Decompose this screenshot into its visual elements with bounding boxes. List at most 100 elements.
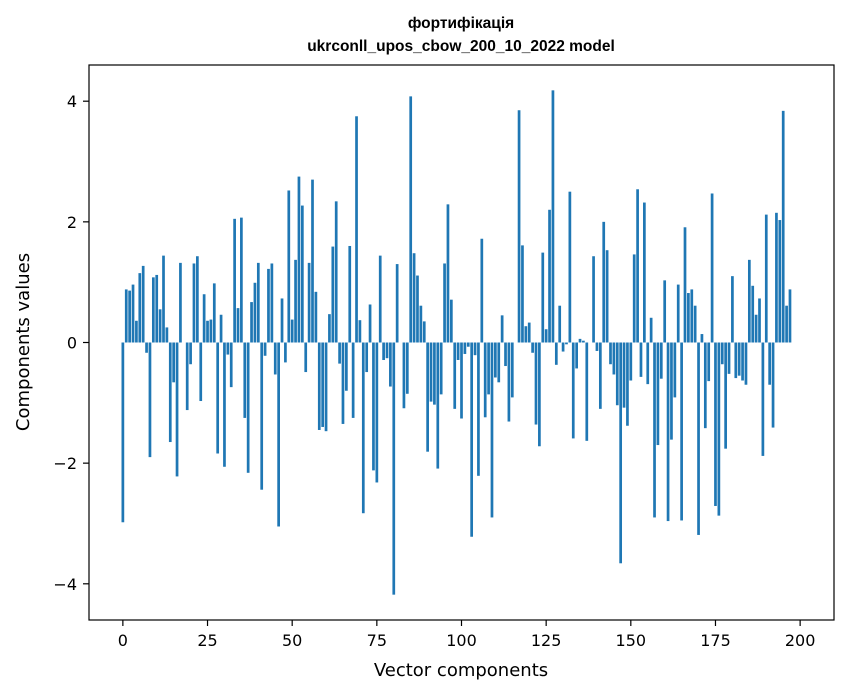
bar-34 bbox=[236, 308, 240, 343]
bar-1 bbox=[124, 289, 128, 343]
bar-17 bbox=[179, 262, 182, 343]
bar-172 bbox=[703, 342, 707, 429]
bar-59 bbox=[321, 342, 325, 427]
bar-119 bbox=[524, 326, 528, 343]
bar-63 bbox=[334, 201, 338, 343]
bar-155 bbox=[646, 342, 650, 385]
bar-22 bbox=[196, 256, 199, 343]
bar-117 bbox=[517, 110, 521, 343]
x-axis-label: Vector components bbox=[374, 660, 548, 681]
bar-11 bbox=[158, 309, 162, 343]
bar-20 bbox=[189, 342, 192, 365]
bar-51 bbox=[294, 259, 297, 343]
y-axis-label: Components values bbox=[13, 253, 34, 431]
bar-122 bbox=[534, 342, 538, 425]
bar-174 bbox=[710, 193, 714, 343]
bar-60 bbox=[324, 342, 328, 432]
bar-49 bbox=[287, 190, 291, 343]
bar-123 bbox=[538, 342, 541, 447]
bar-3 bbox=[131, 284, 135, 343]
bar-75 bbox=[375, 342, 379, 483]
bar-108 bbox=[487, 342, 490, 395]
y-tick-label: −2 bbox=[53, 454, 77, 473]
bar-186 bbox=[751, 285, 755, 343]
bar-97 bbox=[449, 299, 453, 343]
bar-19 bbox=[185, 342, 189, 411]
bar-12 bbox=[162, 255, 165, 343]
bar-151 bbox=[632, 254, 636, 343]
bar-61 bbox=[328, 314, 331, 343]
bar-159 bbox=[659, 342, 663, 379]
bar-113 bbox=[504, 342, 507, 367]
bar-168 bbox=[690, 289, 694, 343]
bar-85 bbox=[409, 96, 413, 343]
bar-126 bbox=[548, 209, 551, 343]
bar-164 bbox=[676, 284, 680, 343]
bar-111 bbox=[497, 342, 501, 383]
bar-110 bbox=[494, 342, 497, 378]
bar-165 bbox=[680, 342, 683, 521]
bar-120 bbox=[527, 322, 531, 343]
bar-38 bbox=[250, 302, 253, 343]
bar-171 bbox=[700, 334, 704, 343]
bar-69 bbox=[355, 116, 358, 343]
bar-25 bbox=[206, 320, 209, 343]
bar-43 bbox=[267, 268, 270, 343]
bar-41 bbox=[260, 342, 264, 490]
bar-162 bbox=[670, 342, 673, 440]
bar-192 bbox=[771, 342, 775, 428]
bar-0 bbox=[121, 342, 125, 523]
bar-124 bbox=[541, 252, 545, 343]
bar-149 bbox=[626, 342, 629, 426]
bar-35 bbox=[240, 217, 243, 343]
bar-90 bbox=[426, 342, 429, 452]
bar-187 bbox=[754, 314, 758, 343]
bar-147 bbox=[619, 342, 623, 564]
bar-74 bbox=[372, 342, 375, 471]
bar-189 bbox=[761, 342, 765, 456]
bar-54 bbox=[304, 342, 308, 373]
bar-157 bbox=[653, 342, 656, 518]
bar-140 bbox=[595, 342, 599, 351]
bar-52 bbox=[297, 176, 301, 343]
x-tick-label: 125 bbox=[531, 631, 562, 650]
bar-36 bbox=[243, 342, 247, 418]
bar-185 bbox=[747, 259, 751, 343]
bar-40 bbox=[256, 262, 260, 343]
bar-62 bbox=[331, 246, 335, 343]
bar-8 bbox=[148, 342, 152, 458]
bar-133 bbox=[571, 342, 575, 439]
bar-190 bbox=[764, 214, 768, 343]
bar-104 bbox=[473, 342, 477, 356]
bar-121 bbox=[531, 342, 534, 353]
bar-105 bbox=[477, 342, 480, 476]
bar-96 bbox=[446, 204, 450, 343]
bar-169 bbox=[693, 305, 697, 343]
bar-161 bbox=[666, 342, 670, 522]
bar-103 bbox=[470, 342, 474, 537]
bar-89 bbox=[422, 321, 426, 343]
bar-37 bbox=[246, 342, 250, 473]
bar-182 bbox=[737, 342, 741, 376]
bar-55 bbox=[307, 262, 311, 343]
y-tick-label: −4 bbox=[53, 575, 77, 594]
bar-178 bbox=[724, 342, 727, 449]
x-axis: 0 25 50 75 100 125 150 175 200 bbox=[118, 620, 815, 650]
bar-173 bbox=[707, 342, 711, 382]
bar-24 bbox=[202, 294, 206, 343]
bar-53 bbox=[300, 205, 304, 343]
x-tick-label: 75 bbox=[367, 631, 387, 650]
bar-127 bbox=[551, 90, 555, 343]
bar-152 bbox=[636, 189, 639, 343]
bar-129 bbox=[558, 305, 562, 343]
y-tick-label: 2 bbox=[67, 213, 77, 232]
bar-115 bbox=[510, 342, 514, 398]
bar-163 bbox=[673, 342, 677, 398]
bar-195 bbox=[781, 110, 785, 343]
bar-57 bbox=[314, 291, 318, 343]
bar-73 bbox=[368, 304, 372, 343]
bar-15 bbox=[172, 342, 176, 383]
bar-39 bbox=[253, 282, 257, 343]
bar-50 bbox=[290, 319, 294, 343]
